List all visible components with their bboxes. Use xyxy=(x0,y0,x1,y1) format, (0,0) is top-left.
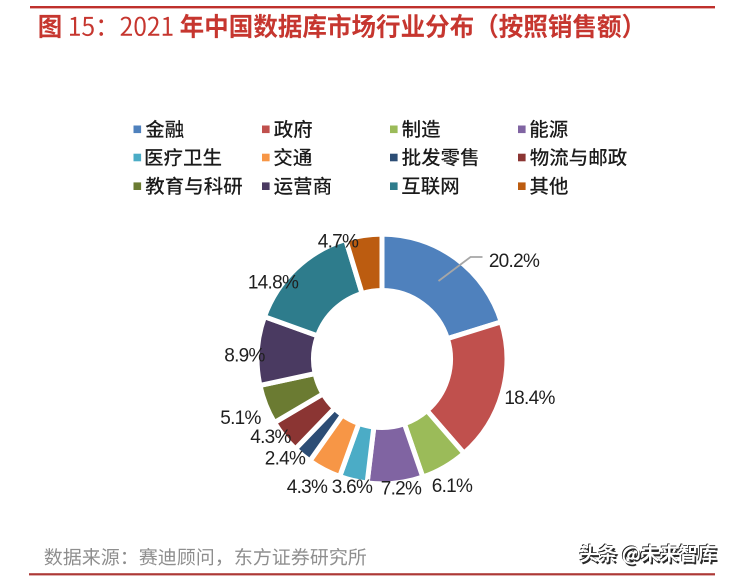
svg-text:8.9%: 8.9% xyxy=(224,346,265,367)
svg-text:7.2%: 7.2% xyxy=(381,479,422,500)
svg-text:3.6%: 3.6% xyxy=(332,477,373,498)
svg-text:4.3%: 4.3% xyxy=(250,427,291,448)
svg-text:4.7%: 4.7% xyxy=(318,232,359,253)
svg-text:5.1%: 5.1% xyxy=(220,408,261,429)
svg-text:2.4%: 2.4% xyxy=(265,449,306,470)
svg-text:20.2%: 20.2% xyxy=(489,251,540,272)
svg-text:18.4%: 18.4% xyxy=(504,388,555,409)
svg-text:6.1%: 6.1% xyxy=(432,476,473,497)
svg-text:14.8%: 14.8% xyxy=(248,273,299,294)
svg-text:4.3%: 4.3% xyxy=(287,477,328,498)
